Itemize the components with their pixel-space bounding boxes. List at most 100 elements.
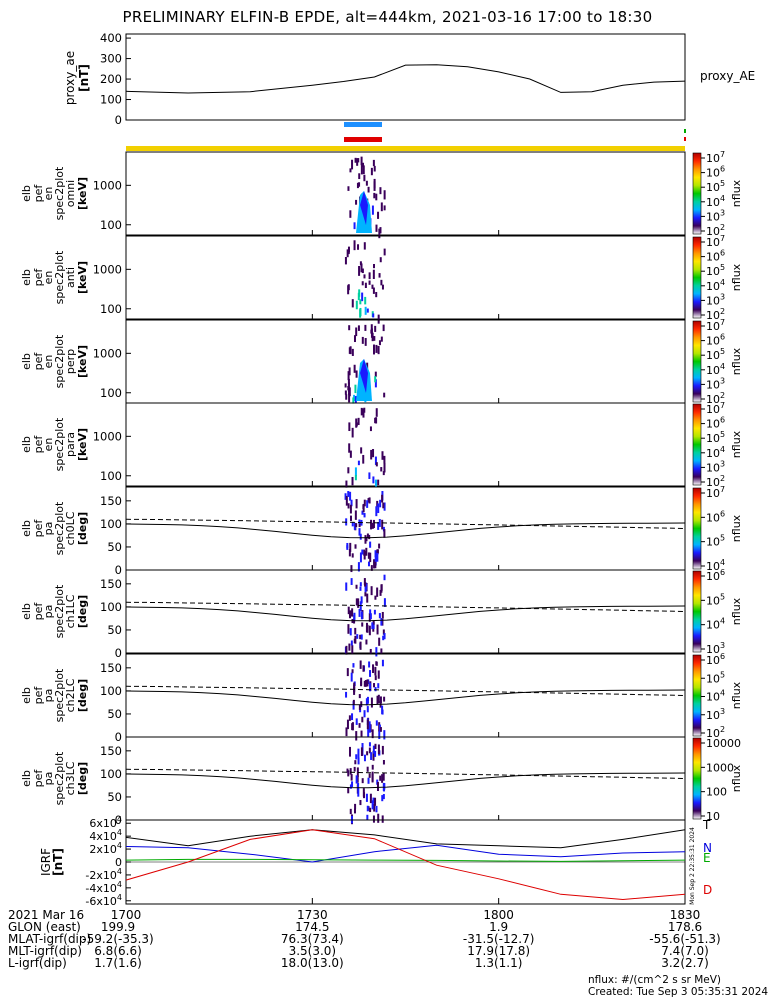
spec-cell (382, 635, 385, 641)
colorbar-tick-label: 102 (706, 307, 725, 322)
colorbar (692, 320, 702, 403)
spec-cell (352, 663, 355, 668)
ytick-label: 0 (115, 113, 122, 127)
ylabel-line: elb (20, 603, 33, 620)
spec-cell (359, 641, 362, 650)
spec-cell (381, 774, 384, 783)
ytick-label: -2x104 (85, 867, 122, 882)
spec-cell (360, 747, 363, 756)
spec-cell (347, 467, 350, 474)
spec-cell (359, 586, 362, 591)
ylabel-line: spec2plot (53, 417, 66, 471)
spec-cell (364, 306, 367, 315)
ylabel-line: en (42, 355, 55, 369)
spec-cell (347, 382, 350, 392)
spec-cell (354, 396, 357, 403)
spec-cell (355, 775, 358, 784)
ylabel-units: [deg] (76, 595, 89, 628)
panel-frame-anti (125, 235, 686, 320)
spec-cell (369, 613, 372, 620)
spec-cell (370, 449, 373, 460)
spec-cell (366, 533, 369, 538)
ytick-label: 50 (107, 623, 122, 637)
spec-cell (349, 784, 352, 789)
spec-cell (371, 284, 374, 289)
loss-cone-line (125, 605, 686, 622)
spec-cell (359, 307, 362, 317)
spec-cell (375, 720, 378, 726)
spectrogram-cells (344, 240, 386, 324)
spec-cell (379, 727, 382, 732)
spectrogram-cells (345, 659, 386, 741)
ytick-label: 100 (100, 93, 122, 107)
spec-cell (374, 750, 377, 757)
ylabel-line: elb (20, 353, 33, 370)
spec-cell (378, 228, 381, 239)
spec-cell (349, 542, 352, 552)
spec-cell (375, 805, 378, 813)
ylabel-line: omni (64, 180, 77, 207)
spec-cell (375, 647, 378, 657)
spec-cell (373, 683, 376, 688)
anti-loss-cone-line (125, 518, 686, 529)
spec-cell (348, 746, 351, 757)
spec-cell (381, 705, 384, 715)
colorbar-label: nflux (730, 347, 743, 375)
spec-cell (369, 670, 372, 677)
spec-cell (348, 325, 351, 331)
colorbar-tick-label: 105 (706, 263, 725, 278)
spec-cell (372, 269, 375, 279)
spec-cell (378, 724, 381, 732)
ylabel-line: ch3LC (64, 761, 77, 795)
spec-cell (360, 730, 363, 737)
ylabel-units: [deg] (76, 762, 89, 795)
spec-cell (354, 760, 357, 765)
spec-cell (355, 754, 358, 760)
xtick-label: 1830 (670, 908, 701, 922)
spec-cell (375, 224, 378, 232)
spec-cell (364, 296, 367, 305)
colorbar-tick-label: 106 (706, 568, 725, 583)
spec-cell (350, 774, 353, 781)
colorbar (692, 152, 702, 235)
spec-cell (347, 285, 350, 295)
spec-cell (355, 199, 358, 205)
ytick-label: 300 (100, 52, 122, 66)
ylabel-line: pa (42, 605, 55, 619)
spec-cell (365, 547, 368, 556)
spec-cell (372, 263, 375, 269)
spec-cell (365, 793, 368, 802)
spec-cell (373, 344, 376, 355)
spec-cell (367, 186, 370, 193)
spec-cell (374, 376, 377, 383)
ylabel-units: [deg] (76, 512, 89, 545)
spec-cell (380, 584, 383, 593)
spec-cell (357, 598, 360, 608)
ylabel-line: para (64, 432, 77, 457)
spec-cell (358, 266, 361, 276)
spec-cell (377, 503, 380, 514)
spec-cell (350, 499, 353, 507)
colorbar (692, 654, 702, 737)
spec-cell (371, 522, 374, 529)
spec-cell (382, 629, 385, 635)
spec-cell (349, 808, 352, 815)
colorbar-tick-label: 105 (706, 592, 725, 607)
spectrogram-cells (344, 491, 386, 573)
spec-cell (367, 498, 370, 503)
spec-cell (377, 694, 380, 704)
spec-cell (375, 661, 378, 666)
spec-cell (350, 640, 353, 646)
spec-cell (381, 815, 384, 823)
spec-cell (366, 766, 369, 772)
spec-cell (355, 718, 358, 725)
ytick-label: 50 (107, 540, 122, 554)
colorbar (692, 570, 702, 653)
colorbar-tick-label: 105 (706, 347, 725, 362)
spec-cell (349, 515, 352, 521)
ylabel-units: [keV] (76, 428, 89, 461)
spec-cell (351, 427, 354, 438)
ephemeris-value: -55.6(-51.3) (649, 932, 720, 946)
spec-cell (361, 778, 364, 784)
spec-cell (372, 815, 375, 823)
